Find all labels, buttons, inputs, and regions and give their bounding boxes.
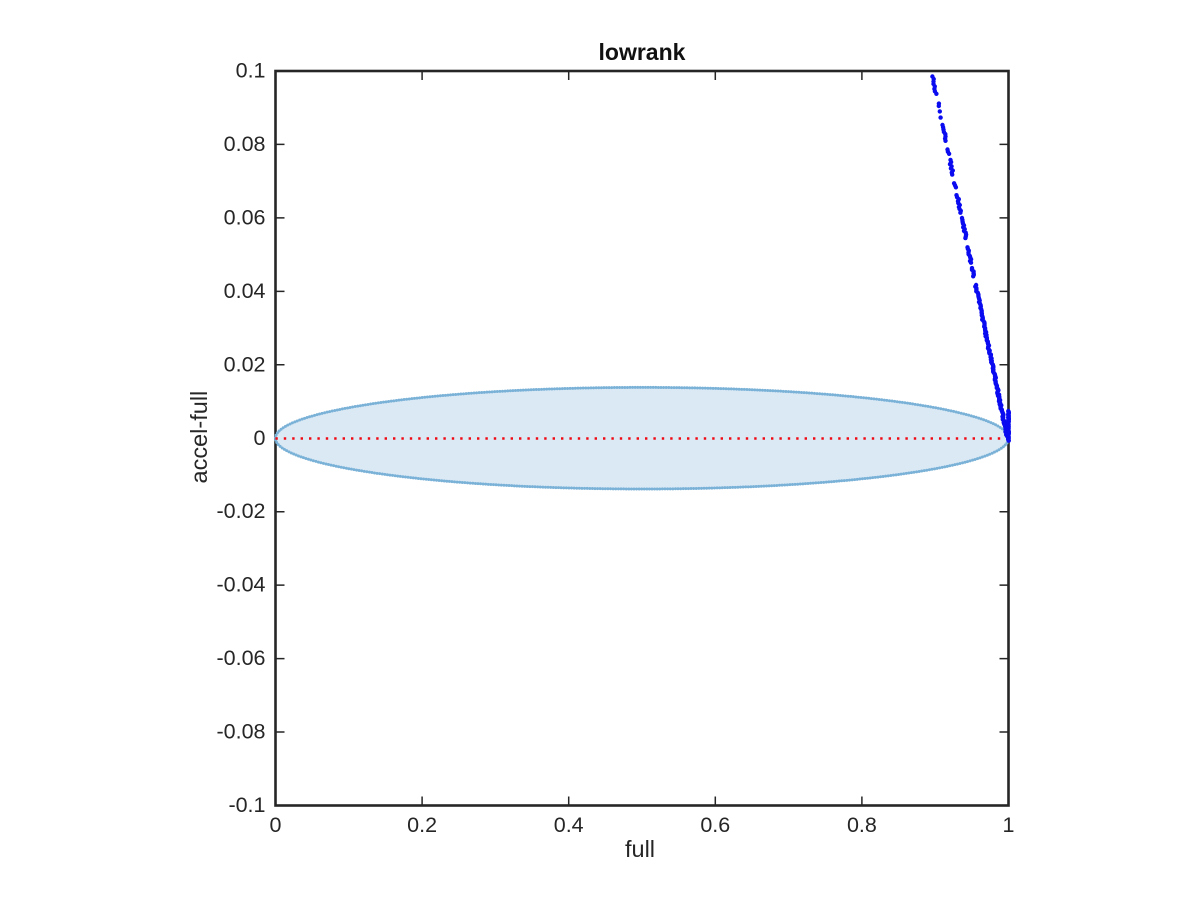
svg-text:0.1: 0.1 [236, 59, 266, 83]
svg-text:0.6: 0.6 [700, 813, 730, 837]
svg-text:0.8: 0.8 [847, 813, 877, 837]
svg-text:0.2: 0.2 [407, 813, 437, 837]
svg-text:-0.06: -0.06 [216, 646, 265, 670]
svg-text:-0.1: -0.1 [228, 793, 265, 817]
svg-text:1: 1 [1003, 813, 1015, 837]
svg-text:full: full [625, 836, 655, 862]
svg-text:accel-full: accel-full [186, 391, 212, 484]
svg-text:-0.02: -0.02 [216, 499, 265, 523]
svg-text:0.06: 0.06 [224, 205, 266, 229]
svg-text:lowrank: lowrank [599, 39, 686, 65]
svg-text:0.02: 0.02 [224, 352, 266, 376]
svg-text:0: 0 [270, 813, 282, 837]
svg-text:0.08: 0.08 [224, 132, 266, 156]
svg-text:-0.08: -0.08 [216, 720, 265, 744]
svg-text:-0.04: -0.04 [216, 573, 265, 597]
svg-text:0.4: 0.4 [554, 813, 584, 837]
svg-text:0: 0 [254, 426, 266, 450]
svg-text:0.04: 0.04 [224, 279, 266, 303]
